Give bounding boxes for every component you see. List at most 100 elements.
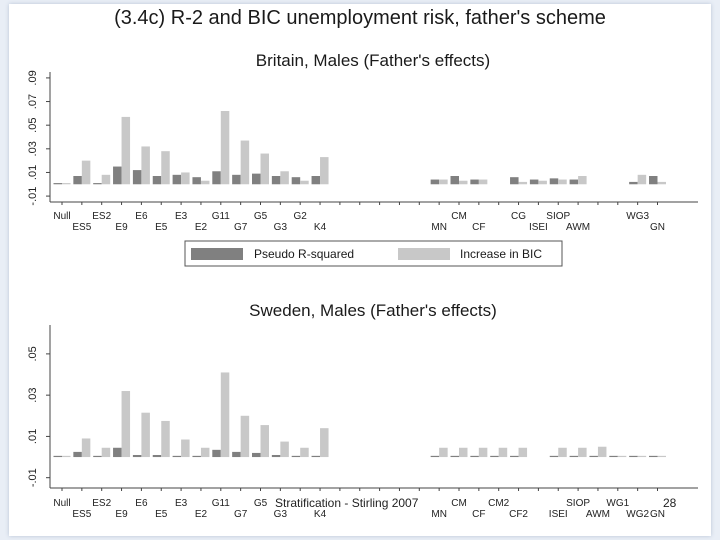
sweden-xtick-label: E5 <box>155 509 168 520</box>
sweden-bar-bic <box>578 447 587 458</box>
britain-bar-pseudo <box>172 174 182 185</box>
britain-bar-pseudo <box>450 176 459 185</box>
sweden-bar-pseudo <box>569 455 579 458</box>
sweden-bar-pseudo <box>490 455 499 458</box>
sweden-chart-title: Sweden, Males (Father's effects) <box>249 301 497 320</box>
britain-chart-title: Britain, Males (Father's effects) <box>256 51 490 70</box>
britain-xtick-label: G11 <box>212 211 231 222</box>
sweden-xtick-label: SIOP <box>566 498 590 509</box>
britain-bar-pseudo <box>192 177 201 185</box>
britain-bar-bic <box>220 111 230 185</box>
sweden-bar-pseudo <box>212 449 221 458</box>
legend-swatch-pseudo <box>191 248 243 260</box>
britain-bar-bic <box>81 160 91 185</box>
britain-xtick-label: ISEI <box>529 222 548 233</box>
britain-bar-pseudo <box>113 166 122 185</box>
britain-bar-pseudo <box>53 183 62 185</box>
britain-bar-bic <box>62 183 71 185</box>
britain-ytick-label: .09 <box>27 70 39 85</box>
sweden-bar-bic <box>81 438 91 458</box>
britain-bar-bic <box>101 174 111 185</box>
sweden-bar-bic <box>181 439 190 458</box>
sweden-ytick-label: -.01 <box>27 468 39 487</box>
sweden-xtick-label: G3 <box>274 509 288 520</box>
sweden-xtick-label: G7 <box>234 509 248 520</box>
britain-xtick-label: SIOP <box>546 211 570 222</box>
britain-xtick-label: G7 <box>234 222 248 233</box>
sweden-bar-pseudo <box>93 455 102 458</box>
sweden-xtick-label: E3 <box>175 498 188 509</box>
sweden-xtick-label: MN <box>431 509 447 520</box>
sweden-bar-pseudo <box>629 455 638 458</box>
britain-bar-pseudo <box>152 176 162 185</box>
sweden-bar-pseudo <box>113 447 122 458</box>
sweden-bar-bic <box>459 447 468 458</box>
britain-bar-pseudo <box>549 178 559 185</box>
britain-bar-bic <box>657 181 666 185</box>
sweden-xtick-label: G5 <box>254 498 268 509</box>
britain-bar-bic <box>200 180 210 185</box>
sweden-bar-bic <box>200 447 210 458</box>
sweden-xtick-label: K4 <box>314 509 327 520</box>
sweden-bar-bic <box>439 447 448 458</box>
britain-bar-bic <box>280 171 289 185</box>
sweden-bar-pseudo <box>291 455 301 458</box>
britain-bar-bic <box>260 153 269 185</box>
britain-bar-bic <box>578 176 587 185</box>
sweden-bar-pseudo <box>549 455 559 458</box>
sweden-bar-pseudo <box>192 455 201 458</box>
sweden-bar-bic <box>320 428 329 458</box>
britain-xtick-label: AWM <box>566 222 590 233</box>
sweden-ytick-label: .01 <box>27 429 39 444</box>
britain-bar-pseudo <box>291 177 301 185</box>
sweden-bar-pseudo <box>510 455 519 458</box>
sweden-xtick-label: E6 <box>135 498 148 509</box>
footer-text: Stratification - Stirling 2007 <box>275 496 419 510</box>
legend-swatch-bic <box>398 248 450 260</box>
legend-label-pseudo: Pseudo R-squared <box>254 247 354 261</box>
sweden-bar-bic <box>518 447 528 458</box>
britain-bar-pseudo <box>132 170 142 185</box>
sweden-bar-pseudo <box>132 454 142 458</box>
sweden-bar-pseudo <box>73 451 82 458</box>
britain-xtick-label: G3 <box>274 222 288 233</box>
britain-xtick-label: E2 <box>195 222 208 233</box>
legend-box <box>184 240 563 267</box>
britain-xtick-label: GN <box>650 222 665 233</box>
sweden-xtick-label: G11 <box>212 498 231 509</box>
britain-bar-pseudo <box>569 179 579 185</box>
britain-bar-pseudo <box>73 176 82 185</box>
sweden-bar-pseudo <box>430 455 440 458</box>
britain-bar-pseudo <box>252 173 261 185</box>
britain-bar-bic <box>637 174 647 185</box>
sweden-bar-bic <box>240 415 250 458</box>
sweden-bar-bic <box>597 446 607 458</box>
sweden-xtick-label: E9 <box>115 509 128 520</box>
britain-xtick-label: G5 <box>254 211 268 222</box>
britain-bar-pseudo <box>649 176 658 185</box>
britain-bar-pseudo <box>271 176 281 185</box>
sweden-xtick-label: ISEI <box>549 509 568 520</box>
britain-ytick-label: -.01 <box>27 187 39 206</box>
sweden-bar-pseudo <box>589 455 598 458</box>
sweden-xtick-label: ES2 <box>92 498 111 509</box>
britain-bar-pseudo <box>212 171 221 185</box>
britain-xtick-label: E3 <box>175 211 188 222</box>
sweden-xtick-label: ES5 <box>72 509 91 520</box>
britain-bar-bic <box>181 172 190 185</box>
britain-bar-pseudo <box>629 181 638 185</box>
britain-xtick-label: E9 <box>115 222 128 233</box>
britain-bar-bic <box>558 179 567 185</box>
britain-bar-pseudo <box>510 177 519 185</box>
sweden-bar-bic <box>478 447 488 458</box>
sweden-bar-bic <box>637 455 647 458</box>
sweden-xtick-label: CF2 <box>509 509 528 520</box>
britain-xtick-label: Null <box>53 211 70 222</box>
britain-bar-bic <box>121 116 131 185</box>
sweden-bar-bic <box>498 447 508 458</box>
sweden-bar-pseudo <box>271 454 281 458</box>
page-number: 28 <box>663 496 677 510</box>
britain-bar-pseudo <box>93 183 102 185</box>
britain-bar-bic <box>320 157 329 185</box>
